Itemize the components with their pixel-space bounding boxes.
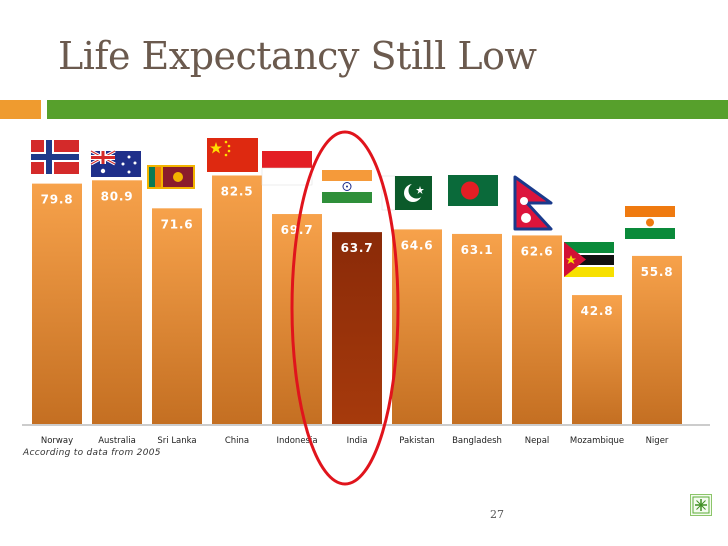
x-tick-label-sri-lanka: Sri Lanka	[157, 436, 196, 446]
data-label-nepal: 62.6	[521, 244, 554, 258]
x-tick-label-pakistan: Pakistan	[399, 436, 435, 446]
data-label-bangladesh: 63.1	[461, 243, 494, 257]
bar-india	[332, 232, 382, 424]
bar-australia	[92, 180, 142, 424]
indonesia-flag	[261, 151, 313, 186]
x-tick-label-norway: Norway	[41, 436, 73, 446]
x-tick-label-niger: Niger	[646, 436, 669, 446]
bar-norway	[32, 183, 82, 424]
bangladesh-flag	[448, 175, 498, 206]
x-tick-label-china: China	[225, 436, 249, 446]
australia-flag	[90, 149, 141, 177]
x-tick-label-indonesia: Indonesia	[276, 436, 317, 446]
data-label-sri-lanka: 71.6	[161, 217, 194, 231]
bar-china	[212, 175, 262, 424]
data-label-australia: 80.9	[101, 189, 134, 203]
bar-nepal	[512, 235, 562, 424]
sri-lanka-flag	[147, 165, 195, 189]
data-label-pakistan: 64.6	[401, 238, 434, 252]
x-tick-label-australia: Australia	[98, 436, 136, 446]
bar-sri-lanka	[152, 208, 202, 424]
niger-flag	[625, 206, 675, 239]
page-number: 27	[490, 508, 504, 521]
india-highlight-ellipse	[290, 130, 400, 486]
nepal-flag	[513, 175, 553, 231]
x-tick-label-nepal: Nepal	[525, 436, 550, 446]
x-tick-label-mozambique: Mozambique	[570, 436, 624, 446]
data-label-mozambique: 42.8	[581, 304, 614, 318]
x-tick-label-bangladesh: Bangladesh	[452, 436, 502, 446]
x-tick-label-india: India	[347, 436, 368, 446]
data-label-china: 82.5	[221, 184, 254, 198]
accent-bar-orange	[0, 100, 41, 119]
bar-pakistan	[392, 229, 442, 424]
mozambique-flag	[564, 242, 614, 277]
slide-title: Life Expectancy Still Low	[58, 34, 537, 78]
china-flag	[207, 138, 258, 172]
bar-mozambique	[572, 295, 622, 424]
india-flag	[322, 170, 372, 203]
presentation-logo-icon	[690, 494, 712, 516]
source-note: According to data from 2005	[23, 448, 161, 458]
bar-niger	[632, 255, 682, 424]
norway-flag	[31, 140, 79, 174]
data-label-niger: 55.8	[641, 265, 674, 279]
data-label-india: 63.7	[341, 241, 374, 255]
data-label-norway: 79.8	[41, 193, 74, 207]
accent-bar-green	[47, 100, 728, 119]
pakistan-flag	[381, 175, 432, 211]
bar-bangladesh	[452, 233, 502, 424]
